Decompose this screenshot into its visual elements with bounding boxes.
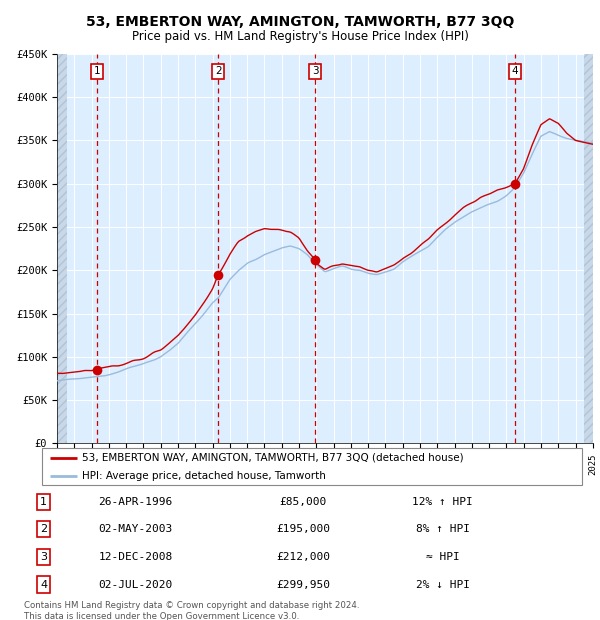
Text: Price paid vs. HM Land Registry's House Price Index (HPI): Price paid vs. HM Land Registry's House …	[131, 30, 469, 43]
Text: 1: 1	[94, 66, 100, 76]
Text: 02-MAY-2003: 02-MAY-2003	[98, 525, 173, 534]
Text: 26-APR-1996: 26-APR-1996	[98, 497, 173, 507]
Text: £212,000: £212,000	[276, 552, 330, 562]
Text: £85,000: £85,000	[280, 497, 326, 507]
Text: 2% ↓ HPI: 2% ↓ HPI	[415, 580, 470, 590]
Text: ≈ HPI: ≈ HPI	[425, 552, 460, 562]
Text: 53, EMBERTON WAY, AMINGTON, TAMWORTH, B77 3QQ: 53, EMBERTON WAY, AMINGTON, TAMWORTH, B7…	[86, 16, 514, 30]
Text: 2: 2	[215, 66, 221, 76]
Text: 8% ↑ HPI: 8% ↑ HPI	[415, 525, 470, 534]
Text: 1: 1	[40, 497, 47, 507]
Text: 3: 3	[40, 552, 47, 562]
Text: HPI: Average price, detached house, Tamworth: HPI: Average price, detached house, Tamw…	[83, 471, 326, 480]
Text: 2: 2	[40, 525, 47, 534]
Text: £299,950: £299,950	[276, 580, 330, 590]
Text: 4: 4	[512, 66, 518, 76]
Text: £195,000: £195,000	[276, 525, 330, 534]
Text: 12% ↑ HPI: 12% ↑ HPI	[412, 497, 473, 507]
Text: 4: 4	[40, 580, 47, 590]
Text: 53, EMBERTON WAY, AMINGTON, TAMWORTH, B77 3QQ (detached house): 53, EMBERTON WAY, AMINGTON, TAMWORTH, B7…	[83, 453, 464, 463]
Text: Contains HM Land Registry data © Crown copyright and database right 2024.
This d: Contains HM Land Registry data © Crown c…	[24, 601, 359, 620]
Text: 02-JUL-2020: 02-JUL-2020	[98, 580, 173, 590]
Text: 3: 3	[312, 66, 319, 76]
Text: 12-DEC-2008: 12-DEC-2008	[98, 552, 173, 562]
